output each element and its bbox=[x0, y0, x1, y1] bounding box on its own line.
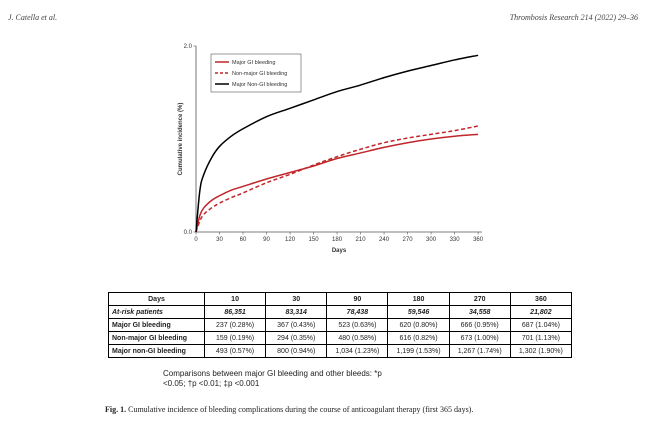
x-tick-label: 210 bbox=[356, 237, 367, 243]
series-line-non-major-gi-bleeding bbox=[195, 125, 479, 233]
x-tick-label: 360 bbox=[473, 237, 484, 243]
table-cell: 83,314 bbox=[265, 305, 328, 319]
table-cell: 701 (1.13%) bbox=[509, 331, 573, 345]
table-cell: 673 (1.00%) bbox=[448, 331, 511, 345]
table-cell: 800 (0.94%) bbox=[265, 344, 328, 358]
y-tick-label: 0.0 bbox=[184, 230, 193, 236]
table-cell: 620 (0.80%) bbox=[387, 318, 450, 332]
x-tick-label: 30 bbox=[216, 237, 223, 243]
x-tick-label: 270 bbox=[403, 237, 414, 243]
x-tick-label: 60 bbox=[240, 237, 247, 243]
x-tick-label: 240 bbox=[379, 237, 390, 243]
table-header-cell: 90 bbox=[326, 292, 389, 306]
x-tick-label: 330 bbox=[450, 237, 461, 243]
table-cell: 21,802 bbox=[509, 305, 573, 319]
table-cell: 78,438 bbox=[326, 305, 389, 319]
y-tick-label: 2.0 bbox=[184, 44, 193, 50]
table-cell: 86,351 bbox=[203, 305, 267, 319]
table-cell: 493 (0.57%) bbox=[203, 344, 267, 358]
table-header-row: Days 10 30 90 180 270 360 bbox=[108, 292, 573, 306]
table-row: Non-major GI bleeding 159 (0.19%) 294 (0… bbox=[108, 331, 573, 345]
table-cell: 294 (0.35%) bbox=[265, 331, 328, 345]
table-header-cell: 30 bbox=[265, 292, 328, 306]
x-tick-label: 300 bbox=[426, 237, 437, 243]
table-row: Major non-GI bleeding 493 (0.57%) 800 (0… bbox=[108, 344, 573, 358]
series-line-major-non-gi-bleeding bbox=[195, 54, 479, 233]
x-tick-label: 0 bbox=[194, 237, 198, 243]
table-cell: 34,558 bbox=[448, 305, 511, 319]
caption-text: Cumulative incidence of bleeding complic… bbox=[128, 405, 474, 414]
row-label: Major non-GI bleeding bbox=[108, 344, 205, 358]
table-row: Major GI bleeding 237 (0.28%) 367 (0.43%… bbox=[108, 318, 573, 332]
legend-label: Non-major GI bleeding bbox=[232, 71, 287, 77]
table-cell: 59,546 bbox=[387, 305, 450, 319]
at-risk-table: Days 10 30 90 180 270 360 At-risk patien… bbox=[108, 292, 573, 358]
x-tick-label: 150 bbox=[309, 237, 320, 243]
table-header-cell: 180 bbox=[387, 292, 450, 306]
x-axis-label: Days bbox=[332, 248, 347, 254]
row-label: Major GI bleeding bbox=[108, 318, 205, 332]
row-label: Non-major GI bleeding bbox=[108, 331, 205, 345]
legend-box bbox=[210, 53, 302, 93]
table-cell: 1,267 (1.74%) bbox=[448, 344, 511, 358]
x-tick-label: 90 bbox=[263, 237, 270, 243]
plot-area: 0 30 60 90 120 150 180 210 240 270 300 330 360 0.0 2.0… bbox=[178, 44, 484, 254]
table-cell: 666 (0.95%) bbox=[448, 318, 511, 332]
legend-label: Major Non-GI bleeding bbox=[232, 82, 287, 88]
running-head-authors: J. Catella et al. bbox=[8, 13, 58, 22]
y-axis-label: Cumulative incidence (%) bbox=[178, 103, 184, 176]
table-header-cell: Days bbox=[108, 292, 205, 306]
cumulative-incidence-chart: 0 30 60 90 120 150 180 210 240 270 300 330 360 0.0 2.0… bbox=[178, 44, 484, 254]
table-cell: 1,302 (1.90%) bbox=[509, 344, 573, 358]
x-tick-label: 180 bbox=[332, 237, 343, 243]
table-cell: 1,199 (1.53%) bbox=[387, 344, 450, 358]
table-cell: 237 (0.28%) bbox=[203, 318, 267, 332]
table-cell: 1,034 (1.23%) bbox=[326, 344, 389, 358]
row-label: At-risk patients bbox=[108, 305, 205, 319]
table-header-cell: 270 bbox=[448, 292, 511, 306]
table-cell: 687 (1.04%) bbox=[509, 318, 573, 332]
running-head-journal: Thrombosis Research 214 (2022) 29–36 bbox=[509, 13, 638, 22]
comparisons-footnote: Comparisons between major GI bleeding an… bbox=[163, 369, 382, 388]
table-cell: 616 (0.82%) bbox=[387, 331, 450, 345]
x-tick-label: 120 bbox=[285, 237, 296, 243]
table-cell: 367 (0.43%) bbox=[265, 318, 328, 332]
table-cell: 523 (0.63%) bbox=[326, 318, 389, 332]
table-header-cell: 10 bbox=[203, 292, 267, 306]
legend-label: Major GI bleeding bbox=[232, 60, 275, 66]
table-header-cell: 360 bbox=[509, 292, 573, 306]
table-cell: 159 (0.19%) bbox=[203, 331, 267, 345]
table-row: At-risk patients 86,351 83,314 78,438 59… bbox=[108, 305, 573, 319]
figure-caption: Fig. 1. Cumulative incidence of bleeding… bbox=[105, 405, 473, 414]
table-cell: 480 (0.58%) bbox=[326, 331, 389, 345]
series-line-major-gi-bleeding bbox=[195, 133, 479, 233]
caption-label: Fig. 1. bbox=[105, 405, 127, 414]
